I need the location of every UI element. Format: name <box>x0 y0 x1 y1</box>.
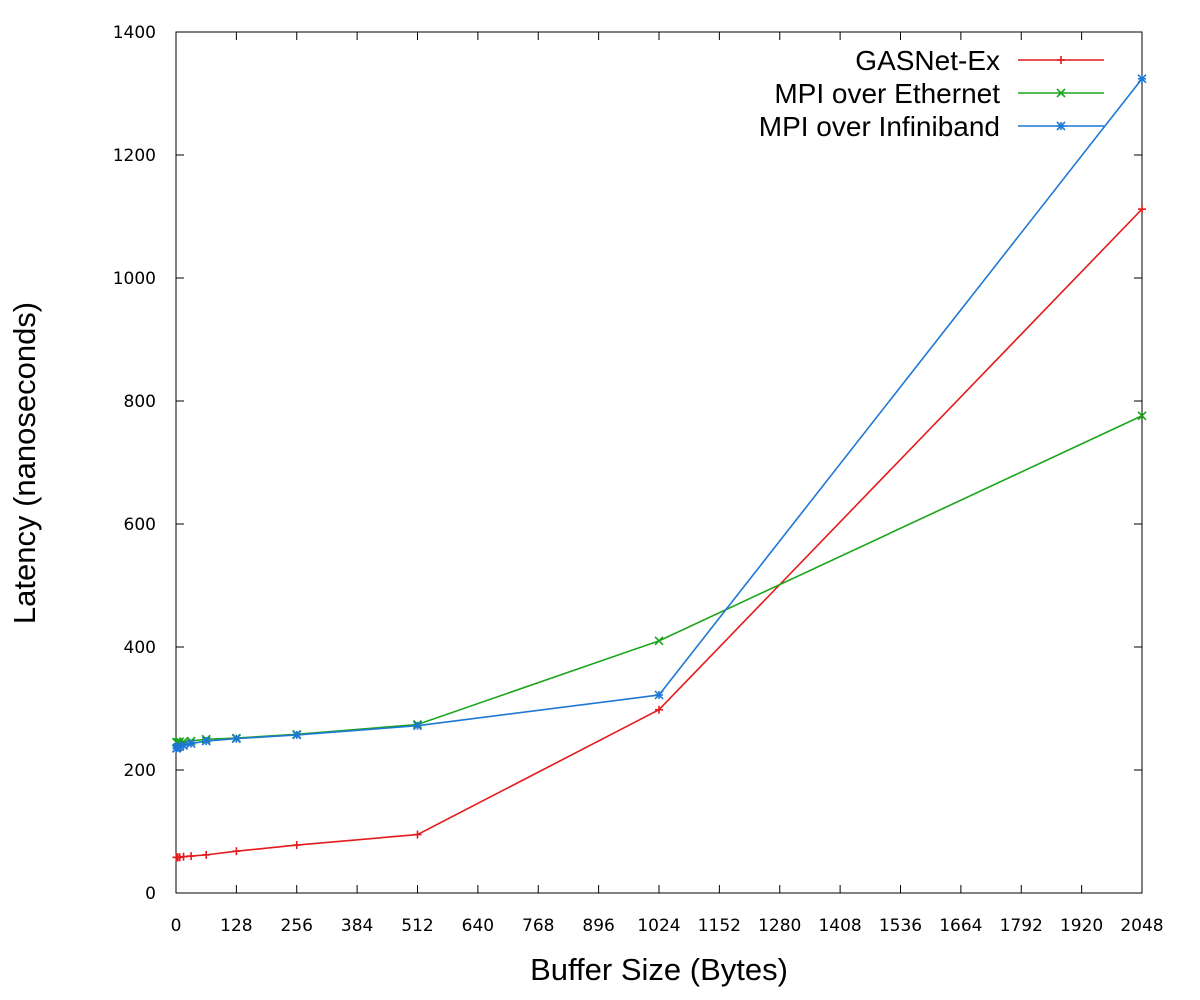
plot-frame <box>175 31 1143 894</box>
legend-label: GASNet-Ex <box>855 45 1000 76</box>
legend-marker <box>1056 88 1066 98</box>
series-0 <box>172 205 1146 862</box>
x-tick-label: 1280 <box>758 916 801 936</box>
data-point <box>186 738 196 749</box>
data-point <box>292 841 301 850</box>
legend-item: MPI over Infiniband <box>759 111 1104 142</box>
data-point <box>654 690 664 700</box>
x-tick-label: 512 <box>401 916 433 936</box>
data-point <box>413 830 422 839</box>
data-point <box>1137 411 1147 421</box>
x-tick-label: 2048 <box>1120 916 1163 936</box>
x-tick-label: 1152 <box>698 916 741 936</box>
legend-label: MPI over Infiniband <box>759 111 1000 142</box>
x-axis-title: Buffer Size (Bytes) <box>530 952 788 987</box>
data-point <box>201 736 211 746</box>
x-tick-label: 256 <box>281 916 313 936</box>
x-tick-label: 1024 <box>637 916 680 936</box>
series-2 <box>171 74 1147 754</box>
x-tick-label: 896 <box>582 916 614 936</box>
x-tick-label: 1664 <box>939 916 982 936</box>
series-group <box>171 74 1147 862</box>
legend-item: MPI over Ethernet <box>774 78 1104 109</box>
data-point <box>1137 74 1147 84</box>
legend-item: GASNet-Ex <box>855 45 1104 76</box>
data-point <box>655 705 663 714</box>
y-tick-label: 200 <box>124 761 156 781</box>
x-tick-label: 1792 <box>1000 916 1043 936</box>
data-point <box>412 721 423 731</box>
y-tick-label: 1000 <box>113 269 156 289</box>
x-tick-label: 1920 <box>1060 916 1103 936</box>
legend-label: MPI over Ethernet <box>774 78 1000 109</box>
x-tick-label: 1408 <box>818 916 861 936</box>
data-point <box>232 847 241 856</box>
legend-marker <box>1057 56 1065 64</box>
series-line <box>176 208 1143 859</box>
x-tick-label: 768 <box>522 916 554 936</box>
y-tick-label: 400 <box>124 638 156 658</box>
y-tick-label: 1200 <box>113 146 156 166</box>
data-point <box>179 852 188 861</box>
data-point <box>654 636 664 646</box>
data-point <box>178 740 189 750</box>
y-tick-label: 800 <box>124 392 156 412</box>
data-point <box>231 734 241 744</box>
data-point <box>292 730 302 740</box>
x-tick-label: 0 <box>171 916 182 936</box>
x-tick-label: 640 <box>462 916 494 936</box>
axes: 0 128 256 384 512 640 768 896 1024 1152 1280 1408 15… <box>113 23 1164 936</box>
y-tick-label: 600 <box>124 515 156 535</box>
data-point <box>1138 205 1146 214</box>
legend-marker <box>1056 121 1066 131</box>
y-axis-title: Latency (nanoseconds) <box>7 302 42 624</box>
y-tick-label: 1400 <box>113 23 156 43</box>
data-point <box>187 852 196 861</box>
series-line <box>175 78 1143 749</box>
y-tick-label: 0 <box>145 884 156 904</box>
data-point <box>202 850 211 859</box>
x-tick-label: 1536 <box>879 916 922 936</box>
x-tick-label: 128 <box>220 916 252 936</box>
x-tick-label: 384 <box>341 916 373 936</box>
